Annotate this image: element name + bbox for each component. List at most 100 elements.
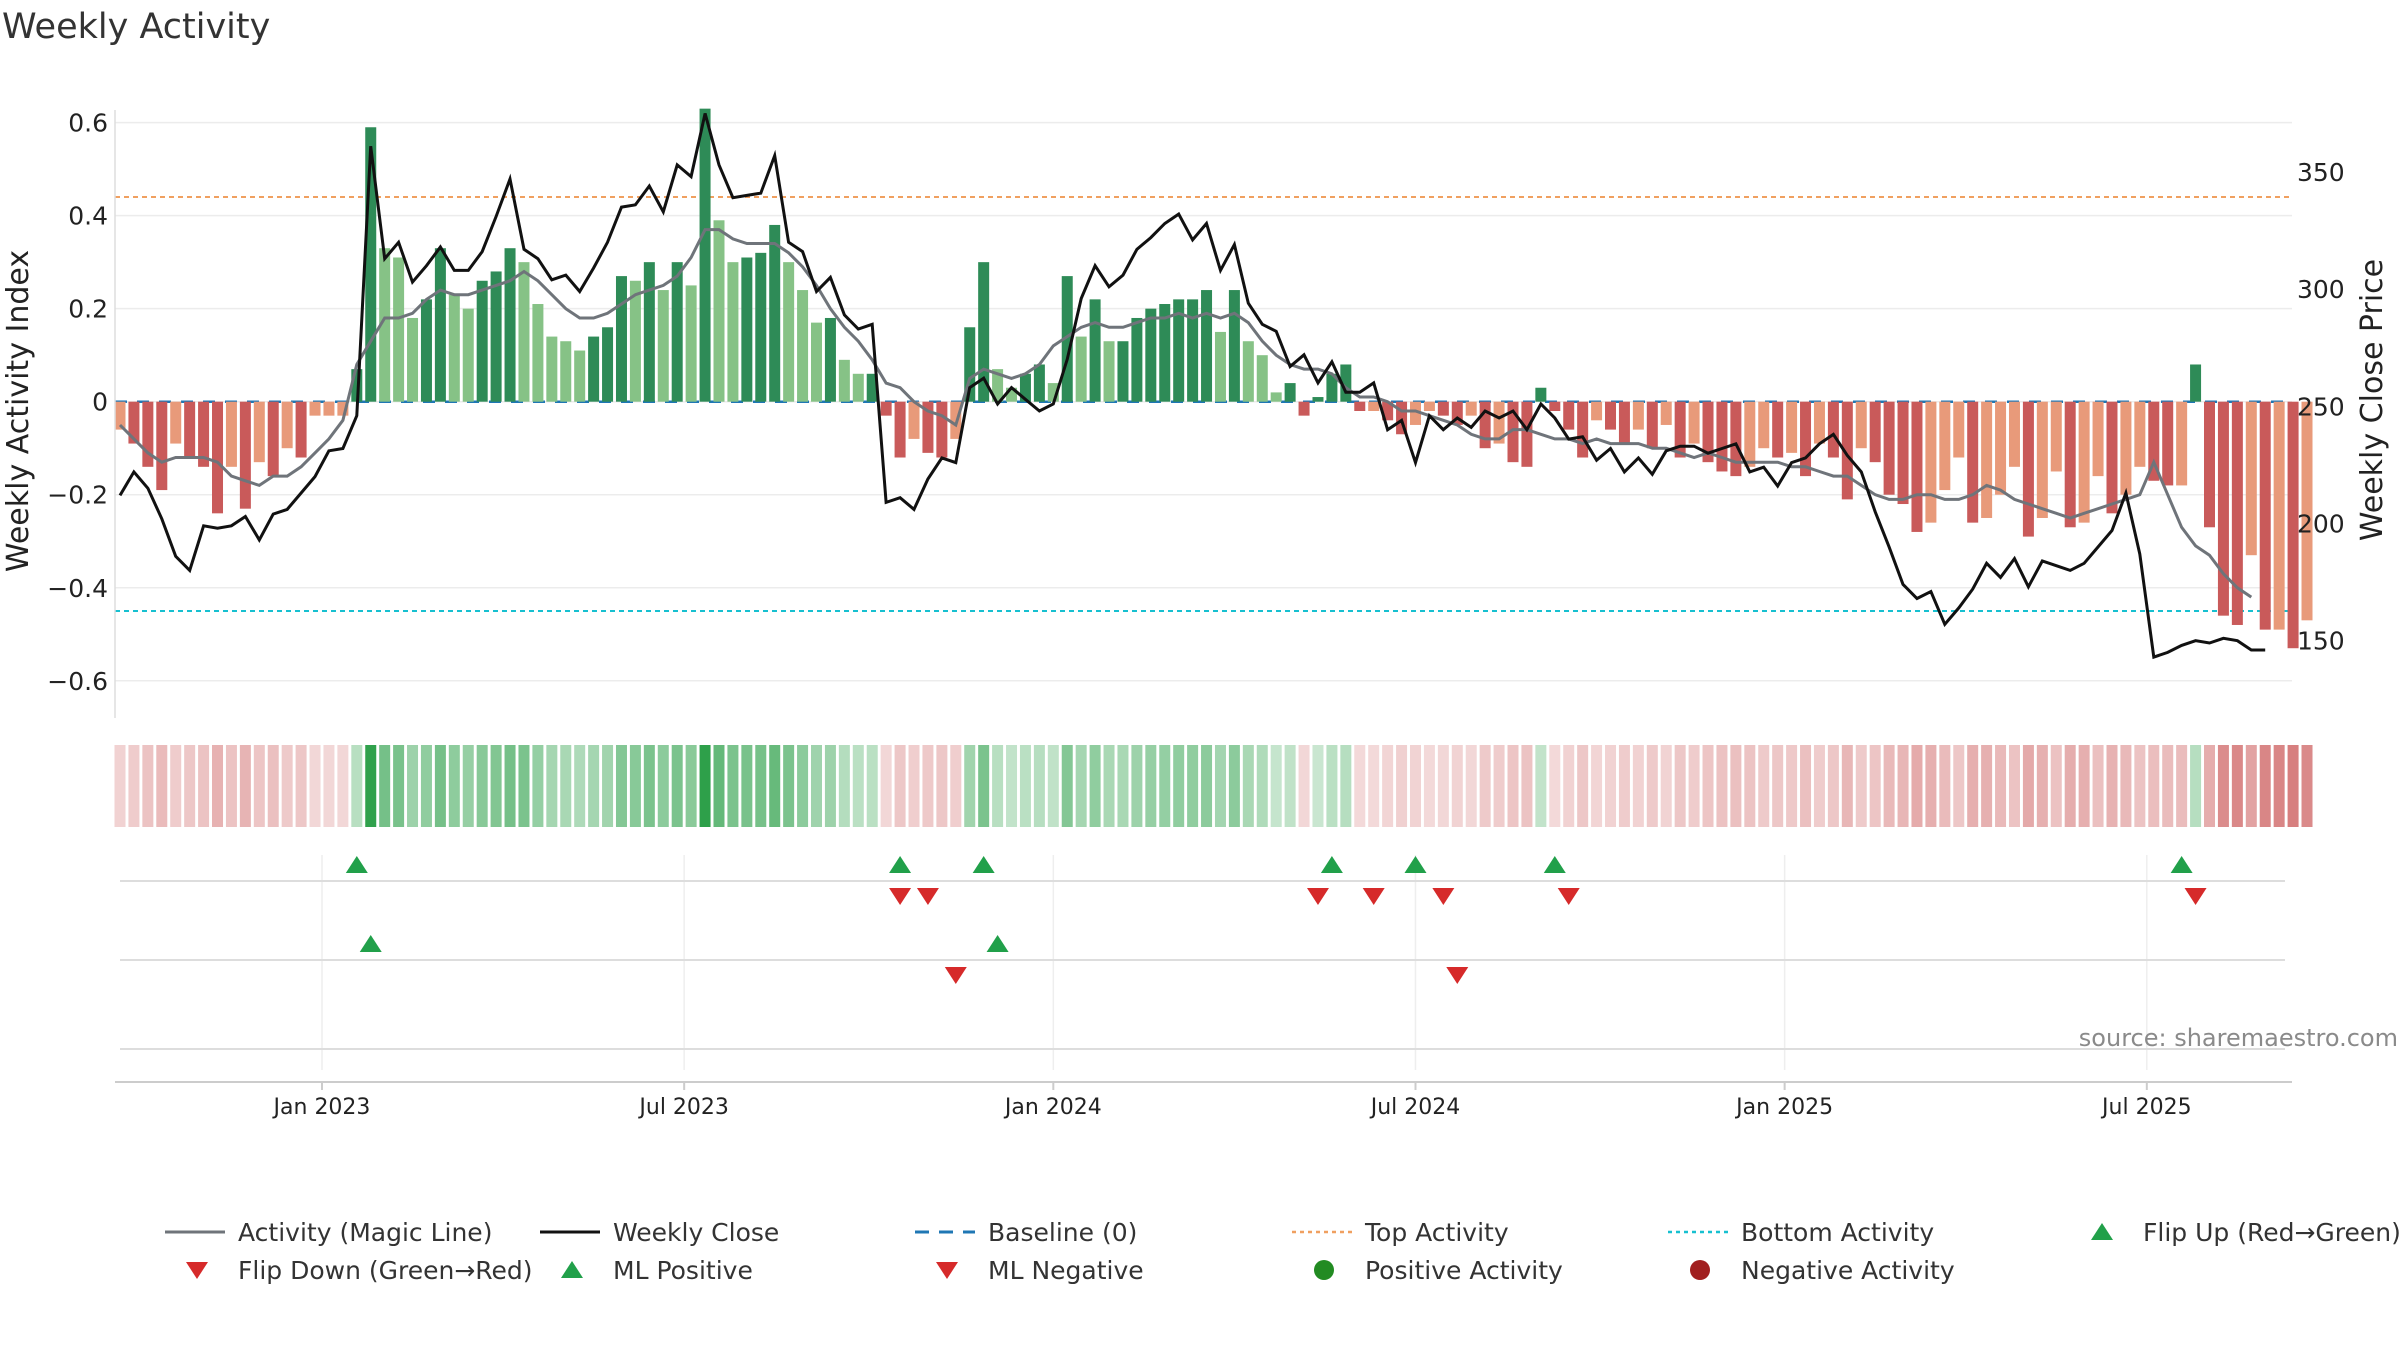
activity-bar <box>713 220 725 402</box>
legend-swatch <box>1690 1260 1710 1280</box>
heat-strip-cell <box>309 745 321 827</box>
activity-bar <box>1354 401 1366 411</box>
activity-bar <box>351 369 363 402</box>
heat-strip-cell <box>2120 745 2132 827</box>
activity-bar <box>1214 331 1226 402</box>
activity-bar <box>1507 401 1519 463</box>
heat-strip-cell <box>1187 745 1199 827</box>
heat-strip-cell <box>852 745 864 827</box>
heat-strip-cell <box>1813 745 1825 827</box>
flip-up-marker <box>1404 856 1427 873</box>
activity-bar <box>1131 317 1143 402</box>
legend-label: Activity (Magic Line) <box>238 1218 492 1247</box>
heat-strip-cell <box>1897 745 1909 827</box>
heat-strip-cell <box>1786 745 1798 827</box>
heat-strip-cell <box>629 745 641 827</box>
heat-strip-cell <box>1201 745 1213 827</box>
activity-bar <box>908 401 920 439</box>
activity-bar <box>783 262 795 402</box>
activity-bar <box>1061 276 1073 402</box>
heat-strip-cell <box>1744 745 1756 827</box>
activity-bar <box>1688 401 1700 444</box>
activity-bar <box>239 401 251 509</box>
heat-strip-cell <box>1563 745 1575 827</box>
activity-bar <box>2176 401 2188 486</box>
heat-strip-cell <box>212 745 224 827</box>
heat-strip-cell <box>1256 745 1268 827</box>
heat-strip-cell <box>156 745 168 827</box>
activity-bar <box>936 401 948 458</box>
heat-strip-cell <box>1396 745 1408 827</box>
heat-strip-cell <box>2301 745 2313 827</box>
heat-strip-cell <box>741 745 753 827</box>
heat-strip-cell <box>1521 745 1533 827</box>
activity-bar <box>323 401 335 416</box>
heat-strip-cell <box>1758 745 1770 827</box>
heat-strip-cell <box>1340 745 1352 827</box>
activity-bar <box>1995 401 2007 495</box>
heat-strip-cell <box>1953 745 1965 827</box>
heat-strip-cell <box>1103 745 1115 827</box>
activity-bar <box>922 401 934 453</box>
activity-bar <box>1479 401 1491 449</box>
activity-bar <box>156 401 168 491</box>
legend-label: ML Positive <box>613 1256 753 1285</box>
activity-bar <box>1465 401 1477 416</box>
activity-bar <box>2008 401 2020 467</box>
activity-bar <box>2259 401 2271 630</box>
activity-bar <box>1006 387 1018 402</box>
heat-strip-cell <box>1368 745 1380 827</box>
y-tick-label: −0.2 <box>47 481 108 510</box>
y-tick-label: 0.6 <box>68 109 108 138</box>
heat-strip-cell <box>1535 745 1547 827</box>
heat-strip-cell <box>1702 745 1714 827</box>
activity-bar <box>281 401 293 449</box>
activity-bar <box>1451 401 1463 425</box>
flip-up-marker <box>1543 856 1566 873</box>
heat-strip-cell <box>1911 745 1923 827</box>
heat-strip-cell <box>225 745 237 827</box>
signal-markers <box>120 855 2285 1070</box>
heat-strip-cell <box>1632 745 1644 827</box>
legend-swatch <box>2091 1223 2113 1240</box>
heat-strip-cell <box>379 745 391 827</box>
activity-bar <box>1618 401 1630 444</box>
y2-tick-label: 200 <box>2297 509 2345 538</box>
activity-bar <box>1981 401 1993 518</box>
activity-bar <box>1869 401 1881 463</box>
activity-bar <box>1577 401 1589 458</box>
legend-label: Flip Up (Red→Green) <box>2143 1218 2400 1247</box>
activity-bar <box>1047 383 1059 402</box>
activity-bar <box>1953 401 1965 458</box>
activity-bar <box>198 401 210 467</box>
heat-strip-cell <box>1841 745 1853 827</box>
activity-bar <box>894 401 906 458</box>
activity-bar <box>253 401 265 463</box>
heat-strip-cell <box>2245 745 2257 827</box>
activity-bar <box>574 350 586 402</box>
heat-strip-cell <box>1242 745 1254 827</box>
activity-bar <box>1841 401 1853 500</box>
chart-title: Weekly Activity <box>2 7 270 47</box>
heat-strip-cell <box>1646 745 1658 827</box>
activity-bar <box>420 299 432 402</box>
activity-bar <box>2036 401 2048 518</box>
heat-strip-cell <box>1800 745 1812 827</box>
x-tick-label: Jul 2024 <box>1369 1095 1461 1120</box>
x-tick-label: Jan 2024 <box>1003 1095 1102 1120</box>
heat-strip-cell <box>504 745 516 827</box>
flip-up-marker <box>889 856 912 873</box>
heat-strip-cell <box>1772 745 1784 827</box>
activity-bar <box>657 290 669 402</box>
activity-bar <box>1103 341 1115 402</box>
activity-bar <box>1897 401 1909 505</box>
activity-bar <box>615 276 627 402</box>
heat-strip-cell <box>713 745 725 827</box>
heat-strip-cell <box>1827 745 1839 827</box>
heat-strip-cell <box>2078 745 2090 827</box>
activity-bar <box>824 317 836 402</box>
heat-strip-cell <box>2204 745 2215 827</box>
heat-strip-cell <box>393 745 405 827</box>
activity-bar <box>2245 401 2257 556</box>
heat-strip-cell <box>894 745 906 827</box>
